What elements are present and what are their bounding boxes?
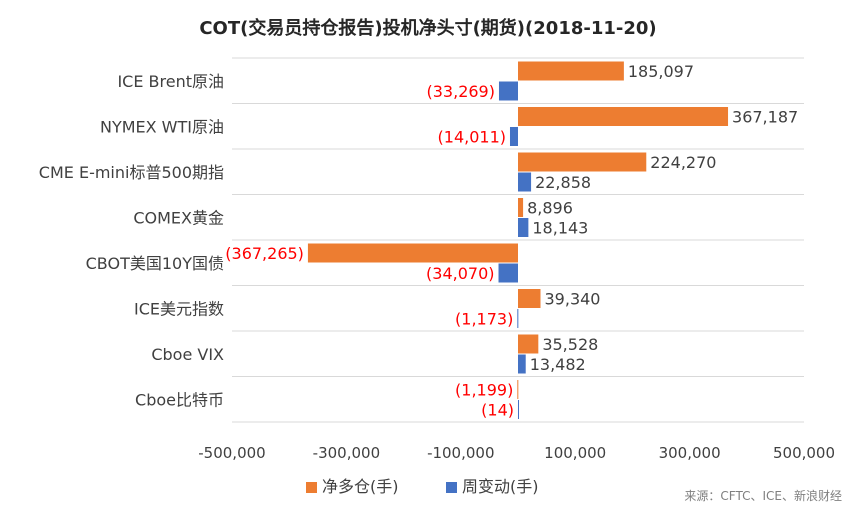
net-long-bar xyxy=(518,61,624,81)
x-tick-label: -100,000 xyxy=(427,444,494,462)
net-long-bar xyxy=(518,198,524,217)
category-label: Cboe VIX xyxy=(151,345,224,364)
net-long-bar xyxy=(518,152,647,172)
data-label: (14) xyxy=(481,401,514,420)
weekly-change-bar xyxy=(498,81,518,101)
category-label: ICE美元指数 xyxy=(134,299,224,318)
chart-title: COT(交易员持仓报告)投机净头寸(期货)(2018-11-20) xyxy=(199,17,656,39)
data-label: 22,858 xyxy=(535,173,591,192)
data-label: (1,199) xyxy=(455,381,513,400)
category-label: COMEX黄金 xyxy=(133,208,224,227)
legend-swatch-net-long xyxy=(306,482,317,493)
data-label: (34,070) xyxy=(426,264,494,283)
value-labels: 185,097 (33,269) 367,187 (14,011) 224,270 22,… xyxy=(225,62,798,420)
weekly-change-bar xyxy=(517,309,519,328)
category-label: NYMEX WTI原油 xyxy=(100,117,224,136)
category-label: Cboe比特币 xyxy=(135,390,224,409)
x-tick-label: 500,000 xyxy=(773,444,835,462)
weekly-change-bar xyxy=(518,172,532,192)
weekly-change-bar xyxy=(518,218,529,237)
weekly-change-bar xyxy=(518,354,526,374)
source-note: 来源：CFTC、ICE、新浪财经 xyxy=(684,488,842,503)
net-long-bar xyxy=(307,243,518,263)
data-label: (33,269) xyxy=(427,82,495,101)
grid-lines xyxy=(232,57,804,423)
x-tick-label: 300,000 xyxy=(659,444,721,462)
legend: 净多仓(手) 周变动(手) xyxy=(306,477,539,496)
data-label: (367,265) xyxy=(225,244,304,263)
x-tick-label: -500,000 xyxy=(198,444,265,462)
data-label: 39,340 xyxy=(545,290,601,309)
data-label: 367,187 xyxy=(732,108,798,127)
x-axis-ticks: -500,000 -300,000 -100,000 100,000 300,000 50… xyxy=(198,444,835,462)
category-labels: ICE Brent原油 NYMEX WTI原油 CME E-mini标普500期指 C… xyxy=(39,72,224,410)
data-label: 8,896 xyxy=(527,199,573,218)
net-long-bar xyxy=(517,380,519,399)
legend-label-net-long: 净多仓(手) xyxy=(322,477,399,496)
weekly-change-bar xyxy=(509,127,518,146)
weekly-change-bar xyxy=(517,400,519,419)
net-long-bar xyxy=(518,334,539,354)
weekly-change-bar xyxy=(498,263,518,283)
data-label: 13,482 xyxy=(530,355,586,374)
legend-swatch-weekly-change xyxy=(446,482,457,493)
category-label: CBOT美国10Y国债 xyxy=(86,254,224,273)
data-label: 18,143 xyxy=(532,219,588,238)
net-long-bar xyxy=(518,107,729,126)
category-label: CME E-mini标普500期指 xyxy=(39,163,224,182)
data-label: (1,173) xyxy=(455,310,513,329)
data-label: 35,528 xyxy=(542,335,598,354)
x-tick-label: 100,000 xyxy=(544,444,606,462)
legend-label-weekly-change: 周变动(手) xyxy=(462,477,539,496)
x-tick-label: -300,000 xyxy=(313,444,380,462)
bars-group xyxy=(307,61,729,419)
category-label: ICE Brent原油 xyxy=(117,72,224,91)
data-label: (14,011) xyxy=(438,128,506,147)
data-label: 224,270 xyxy=(650,153,716,172)
net-long-bar xyxy=(518,289,541,308)
data-label: 185,097 xyxy=(628,62,694,81)
